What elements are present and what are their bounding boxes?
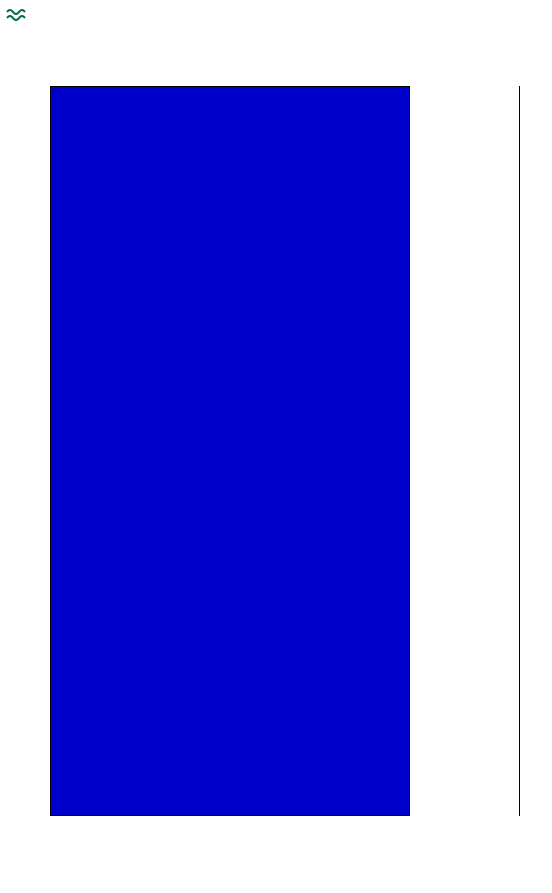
usgs-logo: [6, 4, 32, 26]
wave-icon: [6, 4, 28, 26]
amplitude-scale: [504, 86, 534, 816]
left-timezone: [20, 55, 33, 67]
y-axis-left: [10, 86, 48, 816]
amplitude-baseline: [519, 86, 520, 816]
spectrogram-plot: [50, 86, 410, 816]
y-axis-right: [412, 86, 452, 816]
